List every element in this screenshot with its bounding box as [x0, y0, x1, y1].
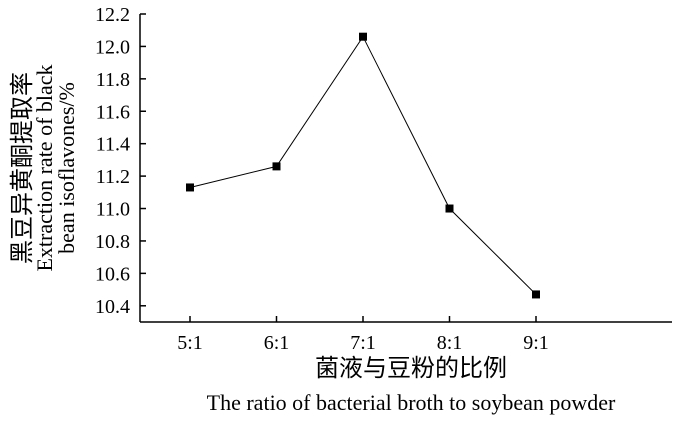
y-tick-label: 11.6: [96, 101, 130, 123]
y-tick-label: 11.8: [96, 69, 130, 91]
x-tick-label: 8:1: [437, 332, 463, 354]
y-tick-label: 12.2: [95, 4, 130, 26]
data-point-8:1: [445, 204, 454, 213]
y-axis-title-line2: bean isoflavones/%: [54, 82, 79, 254]
series-line: [189, 35, 537, 295]
y-tick-label: 12.0: [95, 36, 130, 58]
y-tick-label: 11.0: [96, 199, 130, 221]
x-axis-title-cn: 菌液与豆粉的比例: [315, 354, 507, 382]
x-tick-label: 9:1: [523, 332, 549, 354]
x-axis-title: The ratio of bacterial broth to soybean …: [207, 390, 616, 415]
y-tick-label: 10.6: [95, 263, 130, 285]
data-point-5:1: [186, 183, 194, 192]
y-tick-label: 10.8: [95, 231, 130, 253]
y-tick-label: 11.2: [96, 166, 130, 188]
data-point-6:1: [272, 162, 281, 171]
data-point-9:1: [532, 290, 540, 299]
y-axis-title-cn: 黑豆异黄酮提取率: [8, 72, 36, 264]
y-axis-title-line1: Extraction rate of black: [32, 64, 57, 271]
x-tick-label: 7:1: [350, 332, 376, 354]
y-axis-ticks: 10.4 10.6 10.8 11.0 11.2 11.4 11.6 11.8 12.0 12.2: [95, 4, 146, 318]
x-tick-label: 6:1: [264, 332, 290, 354]
x-tick-label: 5:1: [177, 332, 203, 354]
x-axis-ticks: 5:1 6:1 7:1 8:1 9:1: [177, 316, 549, 354]
data-points: [186, 32, 540, 299]
data-point-7:1: [359, 32, 367, 41]
y-tick-label: 10.4: [95, 296, 130, 318]
y-tick-label: 11.4: [96, 134, 130, 156]
